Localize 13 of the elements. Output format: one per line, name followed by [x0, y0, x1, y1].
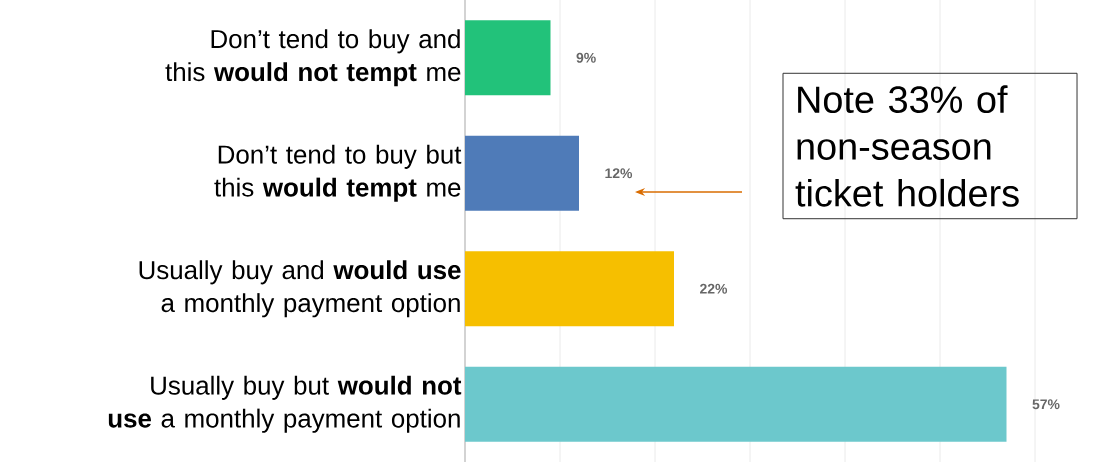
data-label: 9% — [576, 52, 596, 63]
y-tick-label: Don’t tend to buy and this would not tempt me — [165, 29, 461, 87]
bar — [465, 251, 674, 327]
y-tick-label: Don’t tend to buy but this would tempt me — [214, 144, 462, 202]
bar — [465, 20, 551, 96]
bar — [465, 135, 579, 211]
y-tick-label: Usually buy and would use a monthly payment option — [139, 260, 461, 318]
data-label: 57% — [1032, 399, 1060, 410]
annotation: Note 33% of non-season ticket holders — [795, 85, 1019, 207]
data-label: 22% — [700, 283, 728, 294]
category-label: Usually buy but would not use a monthly payment option — [108, 375, 462, 433]
data-label: 12% — [605, 168, 633, 179]
bar — [465, 366, 1007, 442]
